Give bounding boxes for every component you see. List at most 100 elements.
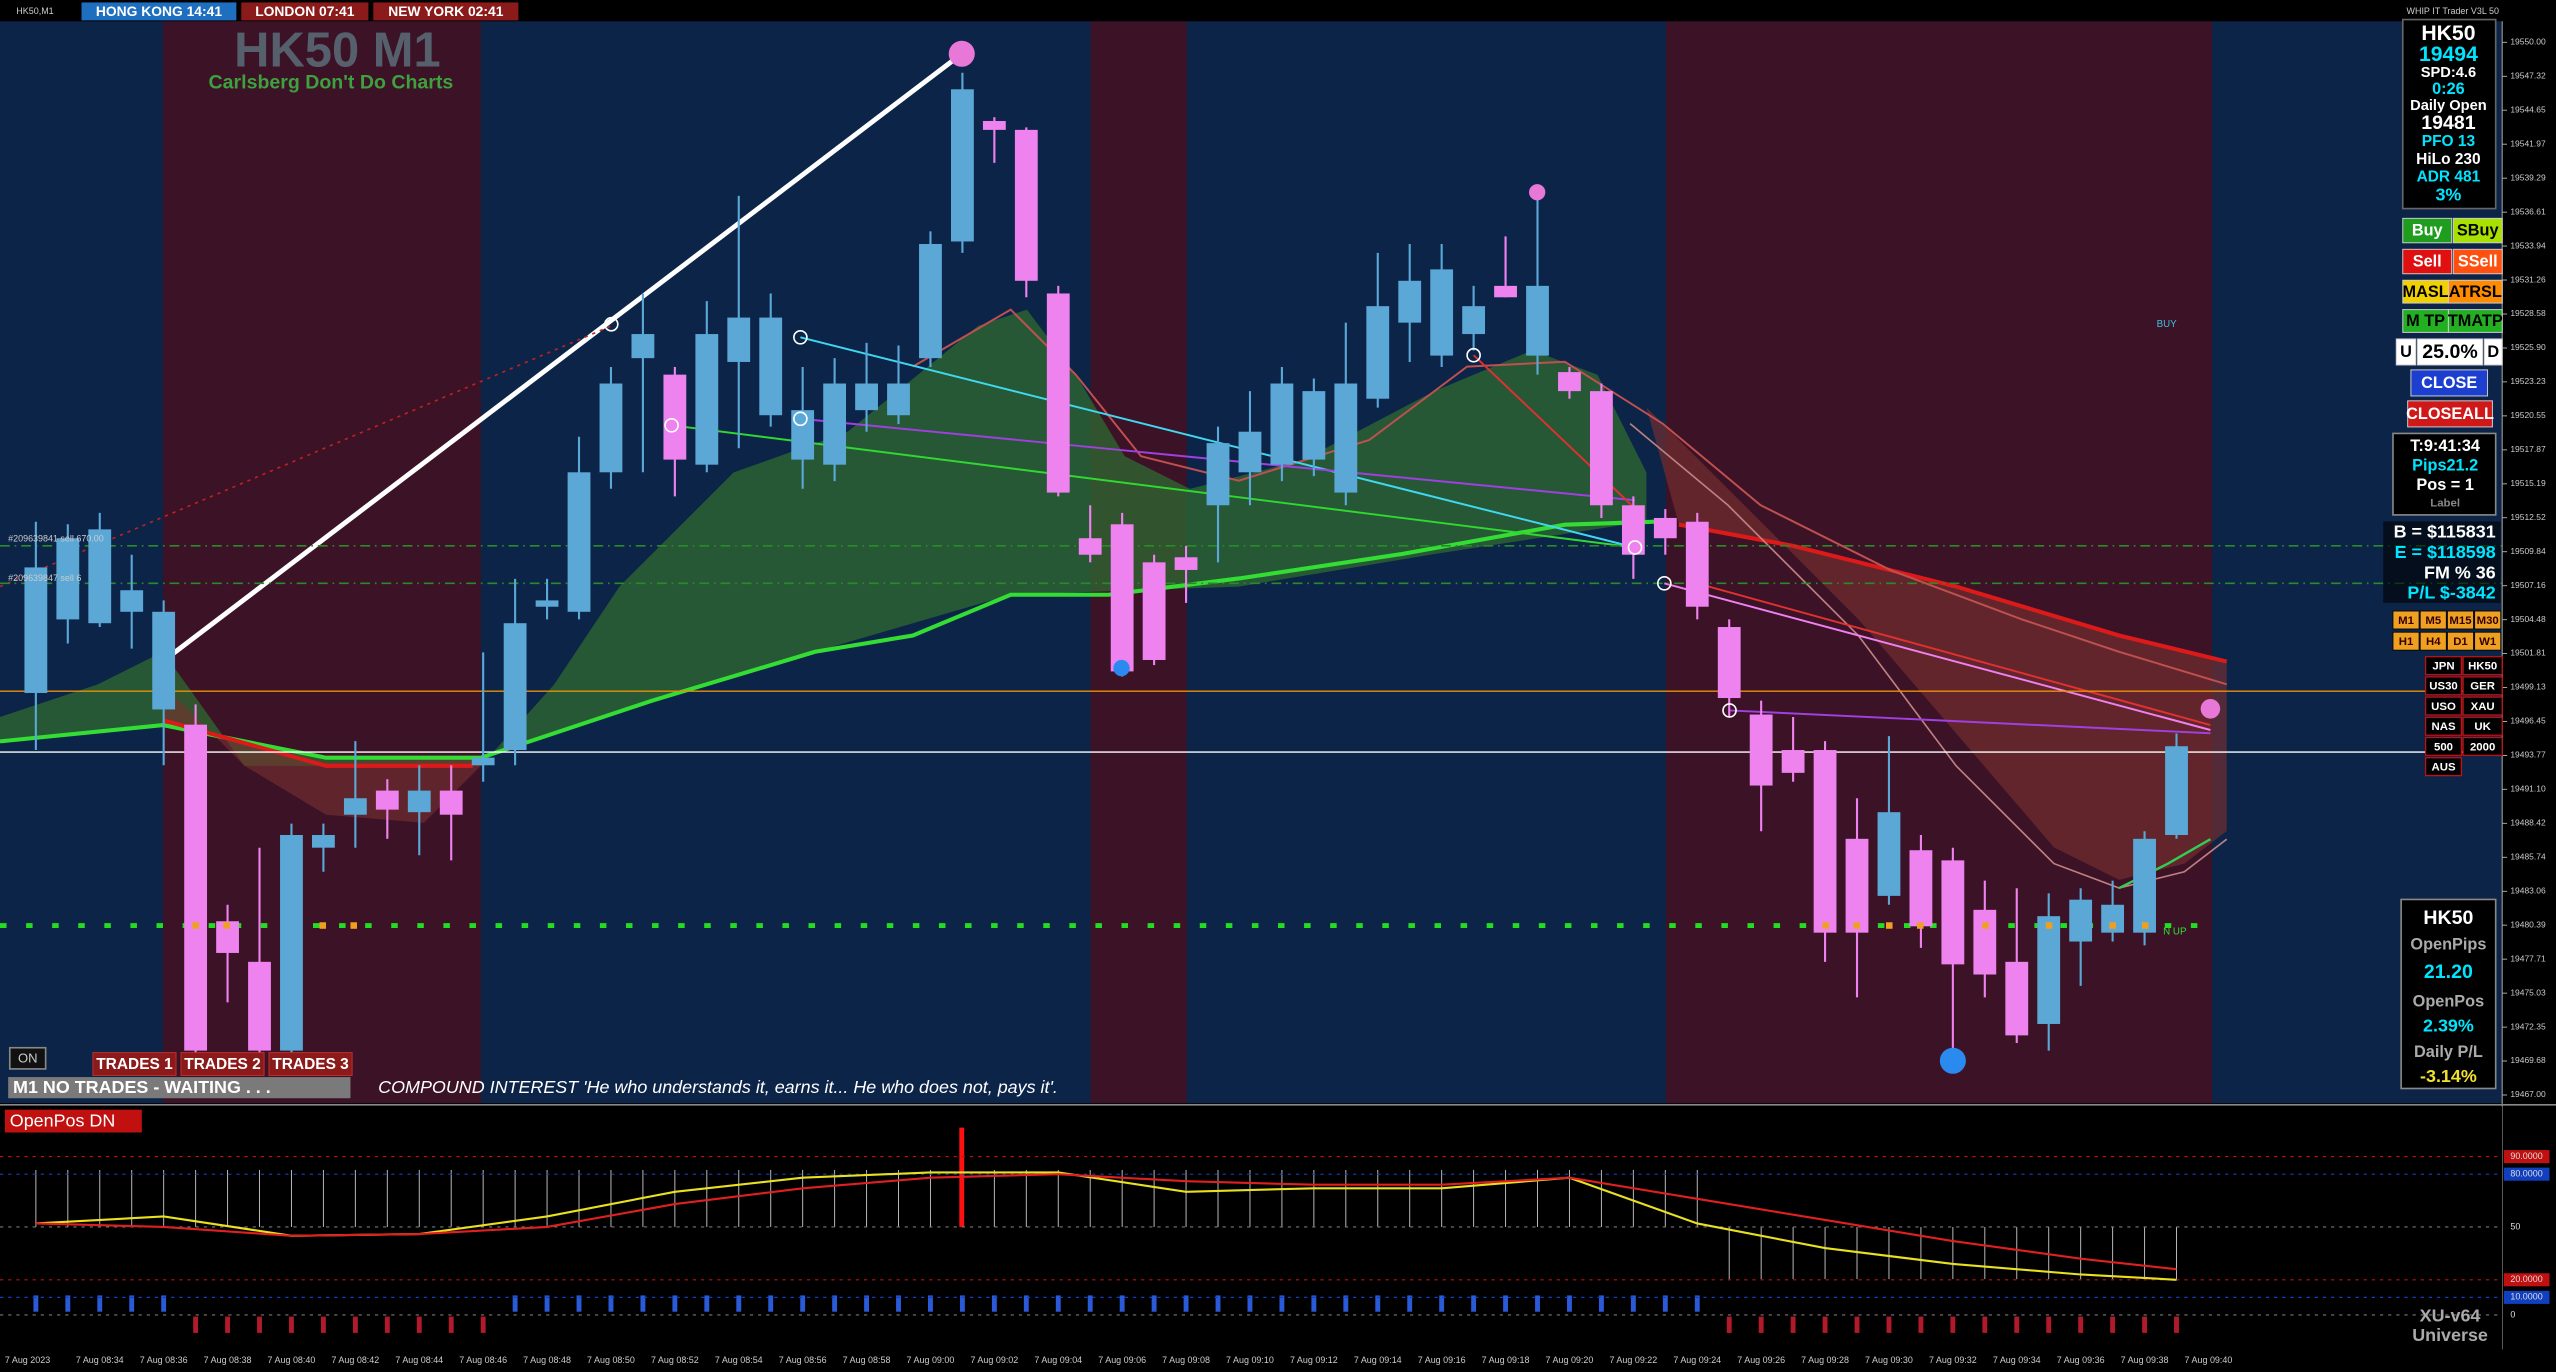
button[interactable] xyxy=(2416,338,2484,366)
flag-marker xyxy=(1694,1295,1700,1312)
button[interactable] xyxy=(2395,338,2417,366)
y-tick-label: 19507.16 xyxy=(2510,580,2546,590)
button[interactable] xyxy=(2410,369,2489,397)
button[interactable] xyxy=(2483,338,2503,366)
flag-marker xyxy=(608,1295,614,1312)
entry-dot xyxy=(319,922,327,929)
button[interactable] xyxy=(2452,217,2503,244)
entry-dot xyxy=(1886,922,1893,929)
timeframe-button[interactable] xyxy=(2419,631,2447,651)
level-label: 80.0000 xyxy=(2510,1169,2542,1179)
order-label: #209639847 sell 6 xyxy=(8,573,81,583)
candle-body xyxy=(823,383,847,465)
order-marker xyxy=(793,329,808,345)
status-text: 19494 xyxy=(2419,43,2478,66)
candle-body xyxy=(216,921,239,953)
trades-button[interactable] xyxy=(268,1052,353,1076)
x-tick-label: 7 Aug 09:16 xyxy=(1418,1355,1466,1365)
symbol-button[interactable] xyxy=(2424,656,2463,676)
level-tag xyxy=(2503,1290,2550,1304)
on-button[interactable] xyxy=(8,1046,47,1070)
y-tick-label: 19541.97 xyxy=(2510,138,2546,148)
symbol-button[interactable] xyxy=(2462,716,2503,736)
flag-marker xyxy=(225,1316,231,1333)
flag-marker xyxy=(193,1316,199,1333)
symbol-button[interactable] xyxy=(2462,736,2503,757)
account-text: E = $118598 xyxy=(2395,542,2496,562)
trades-button[interactable] xyxy=(180,1052,265,1076)
candle-body xyxy=(759,317,783,416)
symbol-button[interactable] xyxy=(2462,656,2503,676)
flag-marker xyxy=(736,1295,742,1312)
candle-body xyxy=(2133,838,2156,933)
ma-thin xyxy=(1629,423,2228,889)
open-panel-text: 2.39% xyxy=(2423,1015,2474,1035)
x-tick-label: 7 Aug 09:08 xyxy=(1162,1355,1210,1365)
timeframe-button[interactable] xyxy=(2392,631,2420,651)
flag-marker xyxy=(1982,1316,1988,1333)
open-panel-text: 21.20 xyxy=(2424,961,2473,983)
symbol-button[interactable] xyxy=(2424,716,2463,736)
candle-body xyxy=(24,567,48,693)
candle-body xyxy=(951,89,974,242)
candle-body xyxy=(1877,812,1901,896)
indicator-title-bg xyxy=(4,1109,142,1133)
x-tick-label: 7 Aug 08:58 xyxy=(843,1355,891,1365)
level-label: 90.0000 xyxy=(2510,1151,2542,1161)
y-tick-label: 19517.87 xyxy=(2510,444,2546,454)
symbol-label: JPN xyxy=(2432,660,2454,672)
timeframe-button[interactable] xyxy=(2447,631,2474,651)
button[interactable] xyxy=(2452,248,2503,275)
flag-marker xyxy=(480,1316,486,1333)
symbol-button[interactable] xyxy=(2462,696,2503,716)
symbol-button[interactable] xyxy=(2424,736,2463,757)
flag-marker xyxy=(1119,1295,1125,1312)
symbol-button[interactable] xyxy=(2462,676,2503,696)
status-text: SPD:4.6 xyxy=(2421,65,2476,81)
button[interactable] xyxy=(2407,400,2493,428)
level-label: 50 xyxy=(2510,1221,2520,1231)
x-tick-label: 7 Aug 09:40 xyxy=(2185,1355,2233,1365)
button[interactable] xyxy=(2447,309,2503,333)
button-label: U xyxy=(2400,343,2412,361)
ma-thin xyxy=(912,308,2228,686)
y-tick-label: 19480.39 xyxy=(2510,919,2546,929)
symbol-button[interactable] xyxy=(2424,696,2463,716)
trade-info-text: T:9:41:34 xyxy=(2410,437,2480,455)
y-tick-label: 19544.65 xyxy=(2510,104,2546,114)
x-tick-label: 7 Aug 09:02 xyxy=(970,1355,1018,1365)
button[interactable] xyxy=(2402,248,2453,275)
timeframe-button[interactable] xyxy=(2447,610,2474,630)
timeframe-button[interactable] xyxy=(2474,631,2502,651)
y-tick-label: 19469.68 xyxy=(2510,1055,2546,1065)
flag-marker xyxy=(672,1295,678,1312)
flag-marker xyxy=(1023,1295,1029,1312)
symbol-button[interactable] xyxy=(2424,676,2463,696)
flag-marker xyxy=(1279,1295,1285,1312)
entry-dot xyxy=(1853,922,1860,929)
flag-marker xyxy=(257,1316,262,1333)
timeframe-label: M30 xyxy=(2477,615,2499,627)
signal-dot xyxy=(948,40,975,67)
order-marker xyxy=(603,316,619,332)
flag-marker xyxy=(2046,1316,2052,1333)
symbol-button[interactable] xyxy=(2424,757,2463,777)
trades-button[interactable] xyxy=(92,1052,177,1076)
brand: WHIP IT Trader V3L 50 xyxy=(2407,6,2499,16)
symbol-label: GER xyxy=(2470,681,2495,693)
x-tick-label: 7 Aug 09:20 xyxy=(1546,1355,1594,1365)
button[interactable] xyxy=(2447,279,2503,304)
candle-body xyxy=(1717,627,1741,699)
candle-body xyxy=(1366,306,1390,399)
timeframe-button[interactable] xyxy=(2419,610,2447,630)
timeframe-button[interactable] xyxy=(2474,610,2502,630)
trades-label: TRADES 2 xyxy=(184,1056,261,1073)
symbol-label: NAS xyxy=(2431,721,2455,733)
timeframe-button[interactable] xyxy=(2392,610,2420,630)
clock-box xyxy=(373,2,519,21)
chart-subtitle: Carlsberg Don't Do Charts xyxy=(209,71,454,93)
candle-body xyxy=(1174,557,1198,570)
button[interactable] xyxy=(2402,217,2453,244)
y-tick-label: 19504.48 xyxy=(2510,614,2546,624)
y-tick-label: 19512.52 xyxy=(2510,512,2546,522)
